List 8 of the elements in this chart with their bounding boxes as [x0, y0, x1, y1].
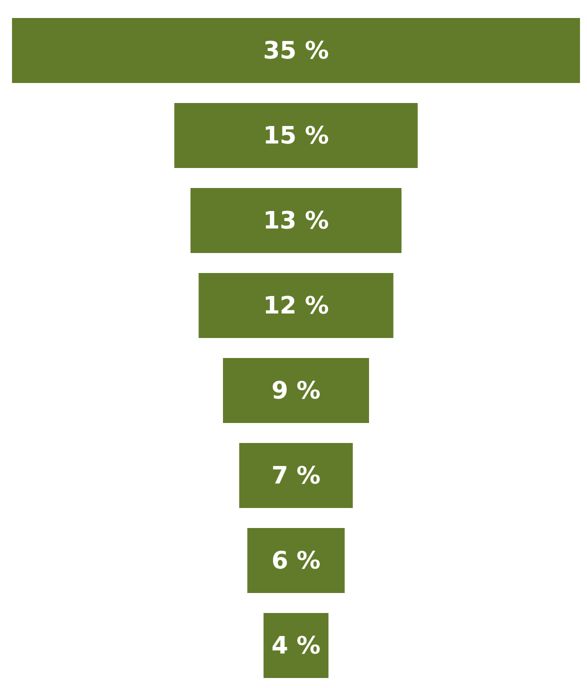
data-label: 6 %	[271, 546, 321, 574]
data-label: 15 %	[263, 122, 329, 150]
data-label: 9 %	[271, 376, 321, 404]
data-label: 4 %	[271, 632, 321, 660]
data-label: 35 %	[263, 36, 329, 64]
data-label: 12 %	[263, 292, 329, 320]
data-label: 7 %	[271, 462, 321, 490]
data-label: 13 %	[263, 206, 329, 234]
